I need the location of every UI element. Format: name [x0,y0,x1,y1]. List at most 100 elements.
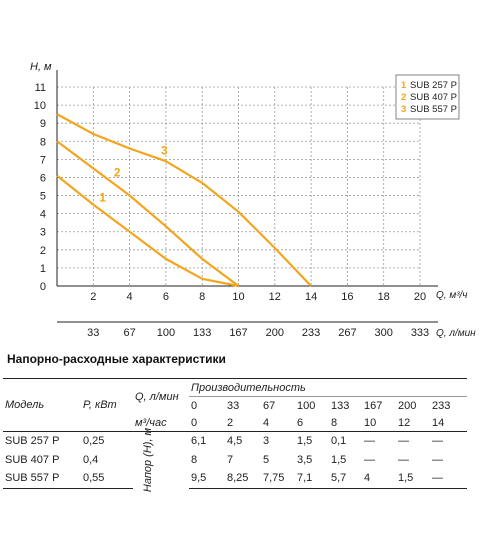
x2-tick-label: 333 [411,327,429,339]
series-line [56,140,240,287]
header-row-2: Модель P, кВт 0 33 67 100 133 167 200 23… [3,396,468,414]
y-axis-label: H, м [30,61,52,73]
value-cell: 7 [227,453,234,466]
value-cell: 7,1 [295,468,329,489]
legend-number: 2 [401,92,406,103]
series-line [56,113,312,287]
x-tick-label: 14 [305,291,317,303]
header-row-3: м³/час 0 2 4 6 8 10 12 14 [3,414,468,432]
value-cell: 1,5 [396,468,430,489]
value-cell: 9,5 [189,468,225,489]
lmin-cell: 67 [261,396,295,414]
value-cell: 8,25 [225,468,261,489]
value-cell: 4,5 [227,435,243,448]
model-header: Модель [5,399,45,412]
legend-number: 1 [401,80,407,91]
series-number-label: 2 [114,165,121,179]
value-cell: — [364,435,375,448]
m3h-header: м³/час [133,414,189,432]
series-number-label: 1 [99,191,106,205]
table-row: SUB 407 P 0,4 8 7 5 3,5 1,5 — — — [3,451,467,469]
x-tick-label: 18 [378,291,390,303]
x-tick-label: 16 [341,291,353,303]
header-row-1: Q, л/мин Производительность [3,378,468,414]
lmin-cell: 33 [225,396,261,414]
head-label: Напор (H), м [142,427,154,493]
power-cell: 0,4 [83,453,99,466]
x2-tick-label: 167 [229,327,247,339]
value-cell: 7,75 [261,468,295,489]
performance-table: Q, л/мин Производительность Модель P, кВ… [3,378,468,492]
x-tick-label: 4 [127,291,133,303]
series-number-label: 3 [161,143,168,157]
m3h-cell: 2 [225,414,261,432]
table-row: SUB 557 P 0,55 9,5 8,25 7,75 7,1 5,7 4 1… [3,468,468,489]
m3h-cell: 8 [329,414,362,432]
y-tick-label: 6 [40,172,46,184]
value-cell: 1,5 [297,435,313,448]
value-cell: 6,1 [191,435,207,448]
y-tick-label: 7 [40,154,46,166]
value-cell: 5 [263,453,270,466]
q-lmin-header: Q, л/мин [133,378,189,414]
value-cell: 3,5 [297,453,313,466]
power-cell: 0,55 [81,468,133,489]
lmin-cell: 200 [396,396,430,414]
m3h-cell: 4 [261,414,295,432]
power-header: P, кВт [83,399,117,412]
y-tick-label: 10 [34,100,46,112]
value-cell: — [398,453,409,466]
power-cell: 0,25 [83,435,105,448]
lmin-cell: 133 [329,396,362,414]
legend-entry: SUB 407 P [410,92,457,103]
table-row: SUB 257 P 0,25 Напор (H), м 6,1 4,5 3 1,… [3,428,467,492]
value-cell: — [364,453,375,466]
m3h-cell: 0 [189,414,225,432]
x-tick-label: 6 [163,291,169,303]
x2-tick-label: 100 [157,327,175,339]
x-tick-label: 2 [90,291,96,303]
x2-tick-label: 233 [302,327,320,339]
table-title: Напорно-расходные характеристики [7,352,226,366]
y-tick-label: 4 [40,209,46,221]
y-tick-label: 3 [40,227,46,239]
perf-header: Производительность [189,378,468,397]
m3h-cell: 6 [295,414,329,432]
value-cell: — [430,468,468,489]
value-cell: — [432,453,443,466]
value-cell: 0,1 [331,435,347,448]
value-cell: 5,7 [329,468,362,489]
x2-tick-label: 33 [87,327,99,339]
x-tick-label: 10 [232,291,244,303]
model-cell: SUB 407 P [5,453,60,466]
y-tick-label: 8 [40,136,46,148]
y-tick-label: 1 [40,263,46,275]
legend-number: 3 [401,104,406,115]
x-tick-label: 20 [414,291,426,303]
m3h-cell: 10 [362,414,396,432]
y-tick-label: 0 [40,281,46,293]
x2-tick-label: 267 [338,327,356,339]
lmin-cell: 233 [430,396,468,414]
y-tick-label: 9 [40,118,46,130]
x-tick-label: 8 [199,291,205,303]
model-cell: SUB 257 P [5,435,60,448]
value-cell: 3 [263,435,270,448]
lmin-cell: 167 [362,396,396,414]
y-tick-label: 2 [40,245,46,257]
value-cell: 4 [362,468,396,489]
value-cell: — [398,435,409,448]
legend-box [395,74,460,120]
x2-tick-label: 300 [375,327,393,339]
value-cell: — [432,435,443,448]
x2-axis-label: Q, л/мин [436,328,476,339]
legend-entry: SUB 257 P [410,80,457,91]
x-axis-label: Q, м³/ч [436,290,467,301]
series-line [56,174,239,288]
m3h-cell: 14 [430,414,468,432]
lmin-cell: 100 [295,396,329,414]
legend-entry: SUB 557 P [410,104,457,115]
m3h-cell: 12 [396,414,430,432]
x2-tick-label: 133 [193,327,211,339]
